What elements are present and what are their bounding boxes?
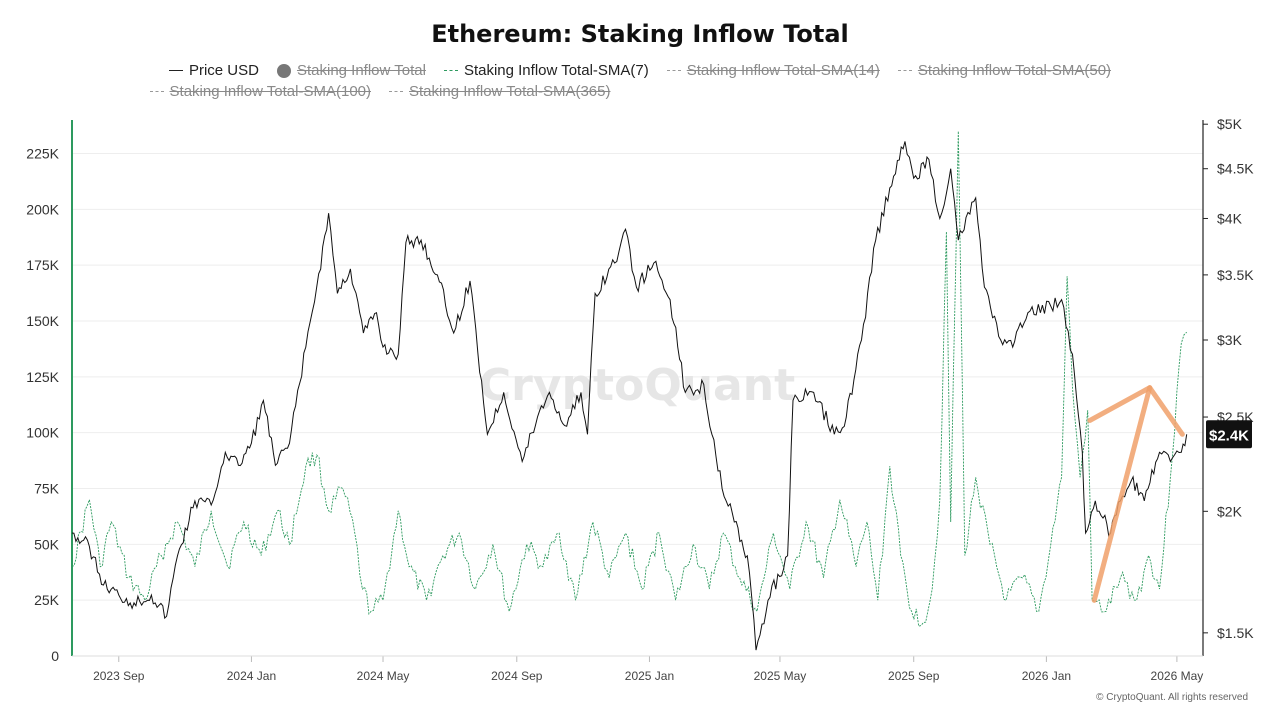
y-right-tick-label: $5K (1217, 116, 1243, 132)
legend-dashed-line-icon (149, 91, 164, 92)
annotation-arrow-head (1087, 385, 1185, 437)
y-right-tick-label: $2K (1217, 503, 1243, 519)
y-left-tick-label: 225K (26, 146, 59, 162)
annotation-arrow (1087, 385, 1185, 603)
y-left-tick-label: 175K (26, 257, 59, 273)
current-price-badge: $2.4K (1206, 420, 1252, 449)
x-tick-label: 2024 May (357, 669, 410, 683)
y-right-tick-label: $3.5K (1217, 267, 1254, 283)
x-tick-label: 2026 Jan (1022, 669, 1071, 683)
x-tick-label: 2025 May (754, 669, 807, 683)
y-left-tick-label: 100K (26, 425, 59, 441)
legend-item-price-usd[interactable]: Price USD (168, 62, 259, 79)
watermark: CryptoQuant (479, 360, 795, 411)
gridlines (72, 153, 1203, 657)
series-line-sma7 (71, 131, 1188, 627)
legend-solid-line-icon (168, 70, 183, 71)
annotation-arrow-shaft (1091, 385, 1153, 603)
y-right-tick-label: $3K (1217, 332, 1243, 348)
y-left-tick-label: 50K (34, 536, 60, 552)
legend-label: Staking Inflow Total-SMA(100) (169, 83, 371, 100)
x-tick-label: 2025 Jan (625, 669, 674, 683)
legend-item-sma100[interactable]: Staking Inflow Total-SMA(100) (149, 83, 371, 100)
x-tick-label: 2026 May (1151, 669, 1204, 683)
legend-label: Staking Inflow Total-SMA(14) (686, 62, 880, 79)
x-tick-label: 2024 Sep (491, 669, 543, 683)
legend-dashed-line-icon (897, 70, 912, 71)
legend-label: Staking Inflow Total-SMA(50) (917, 62, 1112, 79)
y-right-tick-label: $1.5K (1217, 625, 1254, 641)
current-price-label: $2.4K (1209, 427, 1249, 444)
legend-item-sma7[interactable]: Staking Inflow Total-SMA(7) (443, 62, 649, 79)
y-left-tick-label: 0 (51, 648, 59, 664)
legend-item-sma14[interactable]: Staking Inflow Total-SMA(14) (666, 62, 880, 79)
legend-label: Price USD (188, 62, 259, 79)
y-right-tick-label: $4.5K (1217, 161, 1254, 177)
axes: 0 25K 50K 75K 100K 125K 150K 175K 200K 225K $1.5K $… (26, 116, 1254, 683)
legend-item-sma365[interactable]: Staking Inflow Total-SMA(365) (389, 83, 610, 100)
legend-label: Staking Inflow Total-SMA(365) (409, 83, 611, 100)
x-tick-label: 2023 Sep (93, 669, 145, 683)
y-left-tick-label: 150K (26, 313, 59, 329)
y-left-tick-label: 125K (26, 369, 59, 385)
legend-dashed-line-icon (443, 70, 458, 71)
x-tick-label: 2025 Sep (888, 669, 940, 683)
legend-row-1: Price USD Staking Inflow Total Staking I… (0, 62, 1280, 79)
y-left-tick-label: 75K (34, 481, 60, 497)
chart-title: Ethereum: Staking Inflow Total (431, 20, 849, 48)
legend-dashed-line-icon (666, 70, 681, 71)
x-tick-label: 2024 Jan (227, 669, 276, 683)
legend-dashed-line-icon (389, 91, 403, 92)
y-left-tick-label: 200K (26, 201, 59, 217)
legend-row-2: Staking Inflow Total-SMA(100) Staking In… (0, 83, 1280, 100)
legend-dot-icon (276, 63, 291, 78)
legend-item-staking-inflow-total[interactable]: Staking Inflow Total (276, 62, 426, 79)
y-left-tick-label: 25K (34, 592, 60, 608)
series-line-price-usd (71, 141, 1188, 651)
series (71, 131, 1188, 651)
y-right-tick-label: $4K (1217, 210, 1243, 226)
legend-label: Staking Inflow Total (296, 62, 426, 79)
legend-item-sma50[interactable]: Staking Inflow Total-SMA(50) (897, 62, 1112, 79)
legend-label: Staking Inflow Total-SMA(7) (463, 62, 649, 79)
current-price-badge-bg (1206, 420, 1252, 449)
copyright-text: © CryptoQuant. All rights reserved (1096, 692, 1248, 703)
